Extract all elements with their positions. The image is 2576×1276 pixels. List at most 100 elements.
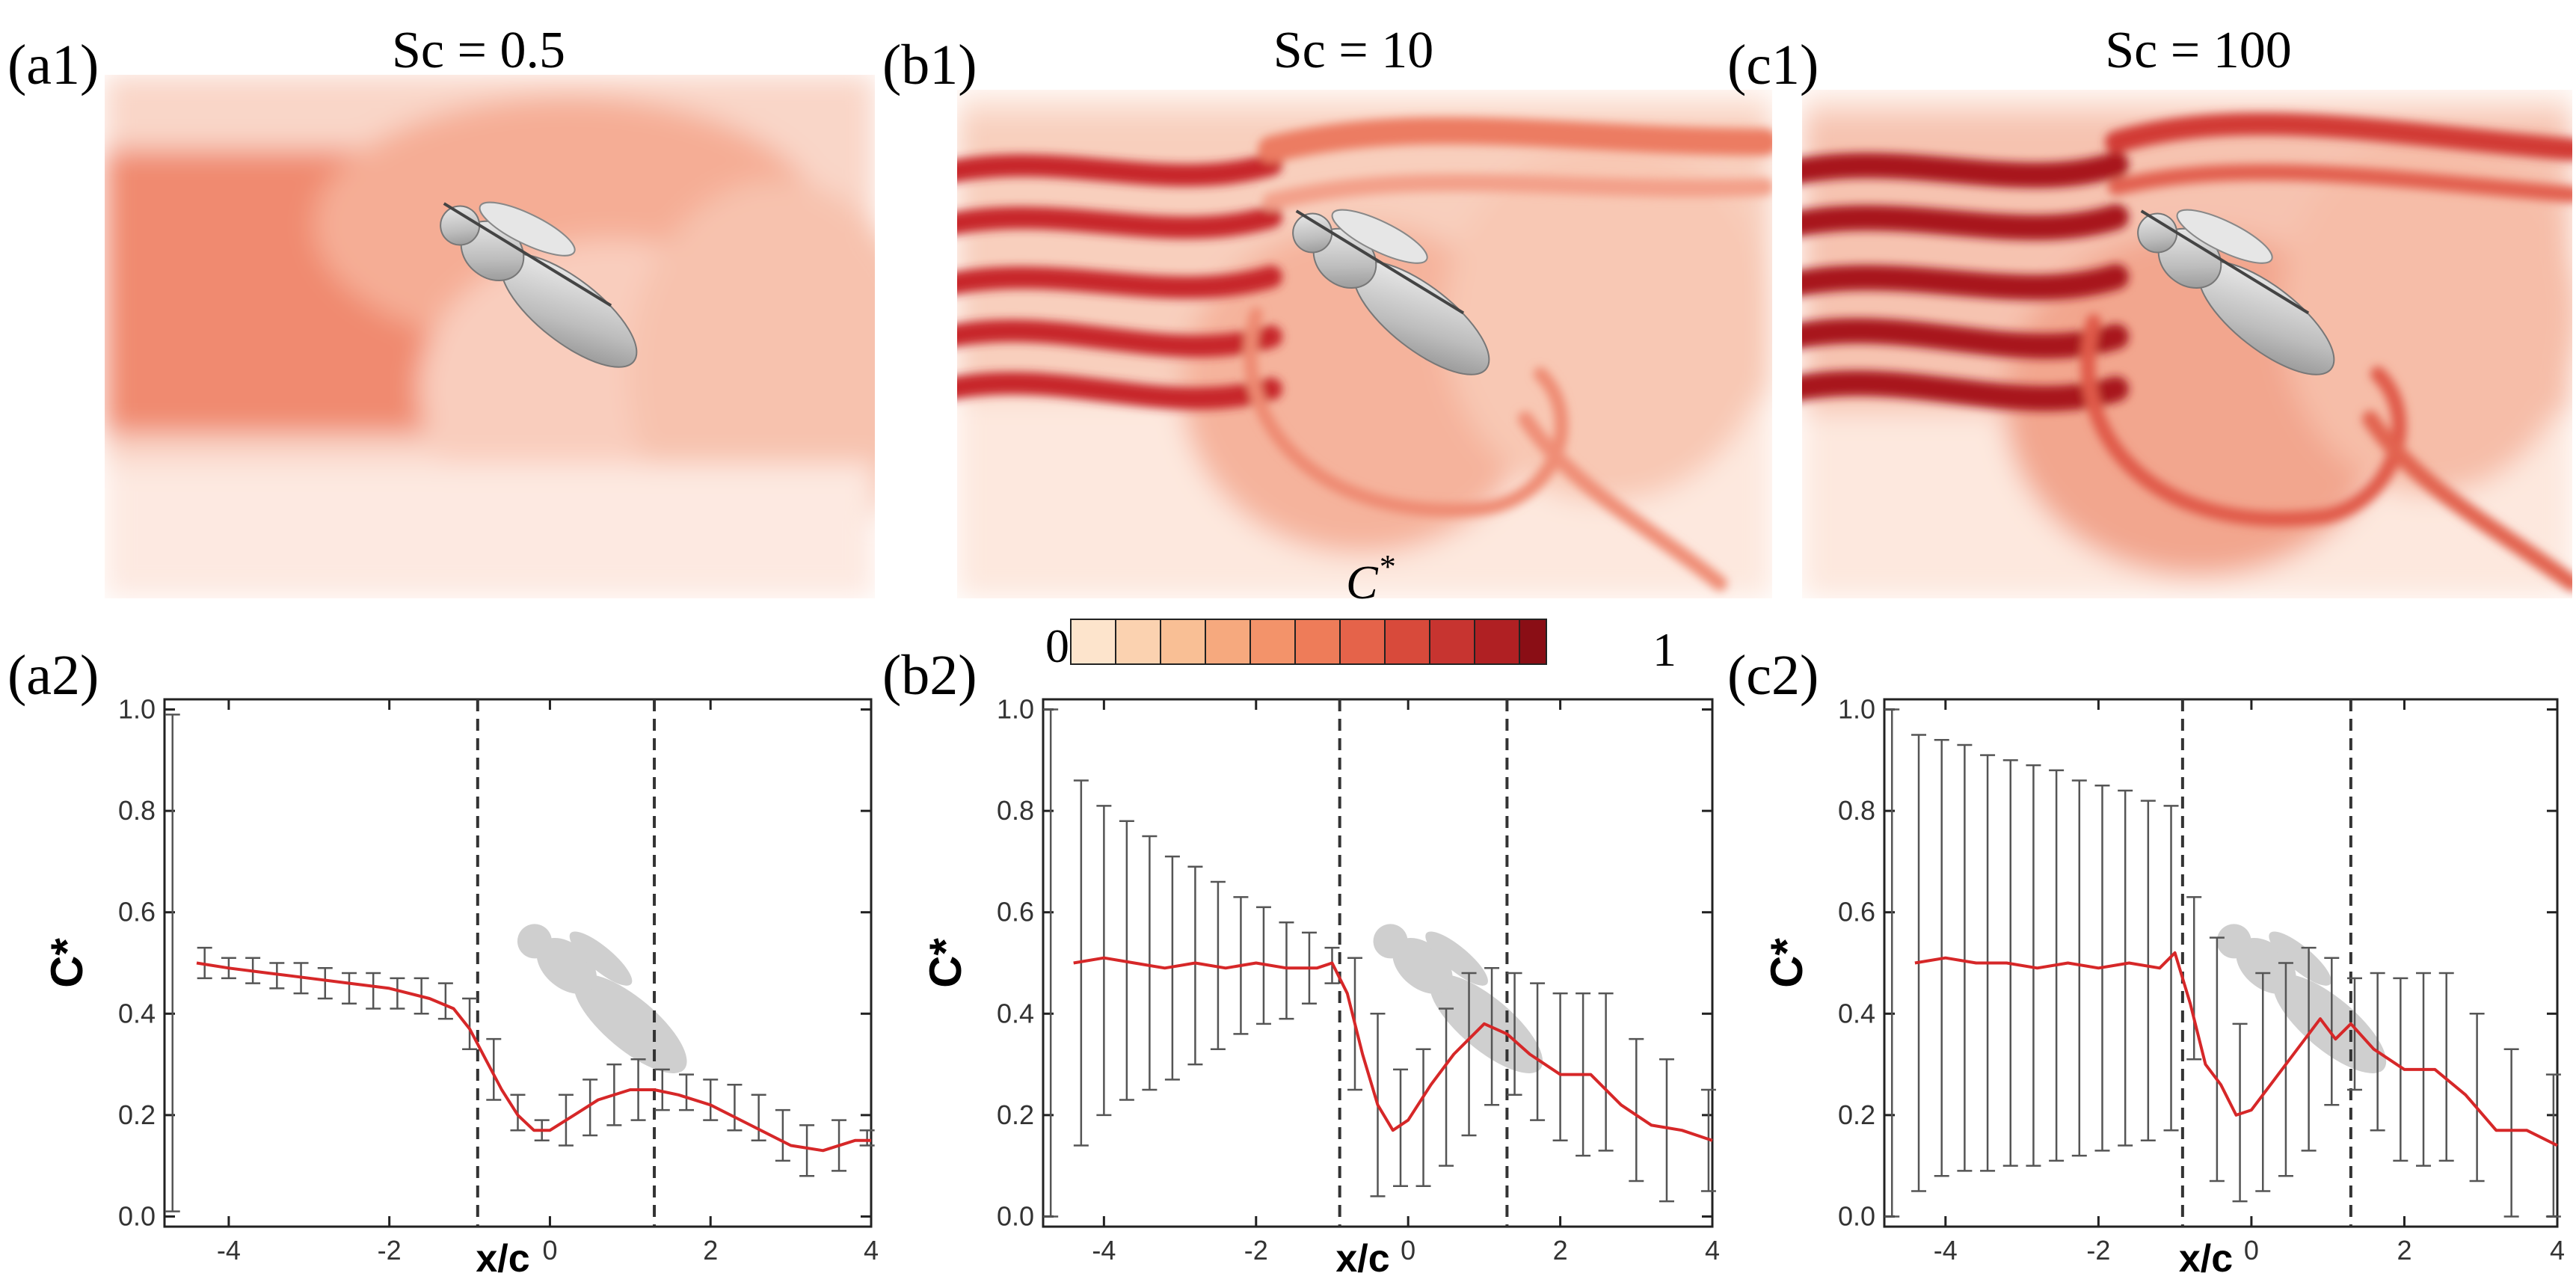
x-tick-label: -4 xyxy=(1092,1235,1116,1266)
error-bar xyxy=(1096,805,1112,1117)
y-tick-label: 0.4 xyxy=(118,998,156,1028)
error-bar xyxy=(2545,1073,2561,1218)
plot-frame xyxy=(1042,698,1714,1228)
x-tick-label: -2 xyxy=(1244,1235,1268,1266)
error-bar xyxy=(2346,977,2362,1091)
error-bar xyxy=(2393,977,2409,1162)
y-tick-label: 0.6 xyxy=(1838,897,1875,927)
panel-label-c2: (c2) xyxy=(1727,644,1819,707)
panel-label-a2: (a2) xyxy=(7,644,99,707)
y-axis-title: C* xyxy=(1762,938,1812,988)
x-tick-label: -4 xyxy=(1934,1235,1958,1266)
y-tick-label: 0.0 xyxy=(1838,1200,1875,1231)
y-tick-label: 0.8 xyxy=(1838,795,1875,826)
panel-label-b2: (b2) xyxy=(882,644,977,707)
y-axis-title: C* xyxy=(920,938,971,988)
error-bar xyxy=(582,1079,598,1137)
colorbar-cell xyxy=(1070,619,1116,665)
colorbar-cell xyxy=(1339,619,1386,665)
contour-panel-c1 xyxy=(1802,90,2572,598)
y-tick-label: 0.6 xyxy=(997,897,1034,927)
error-bar xyxy=(437,982,453,1020)
y-tick-label: 0.2 xyxy=(118,1099,156,1130)
error-bar xyxy=(703,1079,719,1121)
error-bar xyxy=(2324,957,2340,1106)
error-bar xyxy=(2301,946,2317,1152)
colorbar-cell xyxy=(1205,619,1251,665)
mean-concentration-line xyxy=(1914,951,2558,1147)
mean-concentration-line xyxy=(1073,956,1713,1142)
colorbar-max-label: 1 xyxy=(1653,623,1676,676)
error-bar xyxy=(317,967,333,1000)
colorbar-title: C* xyxy=(1346,548,1395,609)
x-tick-label: 0 xyxy=(1401,1235,1415,1266)
error-bar xyxy=(1279,921,1294,1020)
error-bar xyxy=(1884,708,1900,1218)
error-bar xyxy=(2278,962,2293,1177)
bee-silhouette-icon xyxy=(517,924,687,1073)
colorbar-cell xyxy=(1115,619,1161,665)
error-bar xyxy=(775,1108,790,1162)
error-bar xyxy=(1393,1068,1409,1188)
x-tick-label: 2 xyxy=(1553,1235,1568,1266)
error-bar xyxy=(1598,992,1614,1152)
x-tick-label: 0 xyxy=(542,1235,557,1266)
bee-model-icon xyxy=(440,201,638,368)
error-bar xyxy=(2255,972,2271,1192)
x-tick-label: -4 xyxy=(217,1235,241,1266)
error-bar xyxy=(1507,972,1522,1096)
colorbar-cells xyxy=(1070,619,1547,665)
error-bar xyxy=(341,972,357,1004)
y-tick-label: 0.0 xyxy=(997,1200,1034,1231)
error-bar xyxy=(727,1083,743,1132)
chart-a2: -4 -2 0 2 4 0.0 0.2 0.4 0.6 0.8 1.0 x/c C* xyxy=(42,694,879,1276)
panel-label-c1: (c1) xyxy=(1727,34,1819,96)
chart-b2: -4 -2 0 2 4 0.0 0.2 0.4 0.6 0.8 1.0 x/c C* xyxy=(920,694,1720,1276)
error-bar xyxy=(799,1124,815,1177)
error-bar xyxy=(1415,1048,1431,1188)
error-bar xyxy=(2438,972,2454,1162)
colorbar-cell xyxy=(1160,619,1206,665)
error-bar xyxy=(859,1129,875,1147)
error-bar xyxy=(486,1037,502,1101)
x-tick-label: 4 xyxy=(1705,1235,1720,1266)
panel-label-a1: (a1) xyxy=(7,34,99,96)
plot-frame xyxy=(163,698,873,1228)
y-tick-label: 0.0 xyxy=(118,1200,156,1231)
error-bar xyxy=(366,972,381,1010)
colorbar-cell xyxy=(1249,619,1296,665)
plot-frame xyxy=(1883,698,2559,1228)
x-tick-label: 4 xyxy=(2550,1235,2565,1266)
error-bar xyxy=(2140,800,2156,1142)
y-tick-label: 0.8 xyxy=(118,795,156,826)
error-bar xyxy=(1659,1058,1674,1203)
x-axis-title: x/c xyxy=(476,1237,529,1276)
error-bar xyxy=(679,1073,695,1111)
y-tick-label: 0.8 xyxy=(997,795,1034,826)
error-bar xyxy=(1552,992,1568,1142)
error-bar xyxy=(1629,1037,1644,1183)
error-bar xyxy=(2071,779,2087,1157)
error-bar xyxy=(1484,967,1500,1106)
error-bar xyxy=(2163,805,2179,1132)
error-bar xyxy=(1142,835,1158,1091)
error-bar xyxy=(1957,743,1973,1172)
x-tick-label: 2 xyxy=(703,1235,718,1266)
panel-label-b1: (b1) xyxy=(882,34,977,96)
x-tick-label: -2 xyxy=(378,1235,402,1266)
error-bar xyxy=(654,1068,670,1111)
error-bar xyxy=(2118,789,2133,1147)
error-bar xyxy=(1439,1007,1454,1167)
y-tick-label: 0.6 xyxy=(118,897,156,927)
error-bar xyxy=(751,1094,766,1142)
y-tick-label: 1.0 xyxy=(997,694,1034,725)
contour-panel-b1 xyxy=(957,90,1772,598)
x-tick-label: 0 xyxy=(2244,1235,2259,1266)
error-bar xyxy=(2209,936,2225,1183)
error-bar xyxy=(165,714,180,1212)
colorbar-cell xyxy=(1384,619,1430,665)
bee-model-icon xyxy=(2137,209,2335,375)
x-tick-label: 2 xyxy=(2397,1235,2411,1266)
x-axis-title: x/c xyxy=(1335,1237,1389,1276)
error-bar xyxy=(390,977,405,1010)
